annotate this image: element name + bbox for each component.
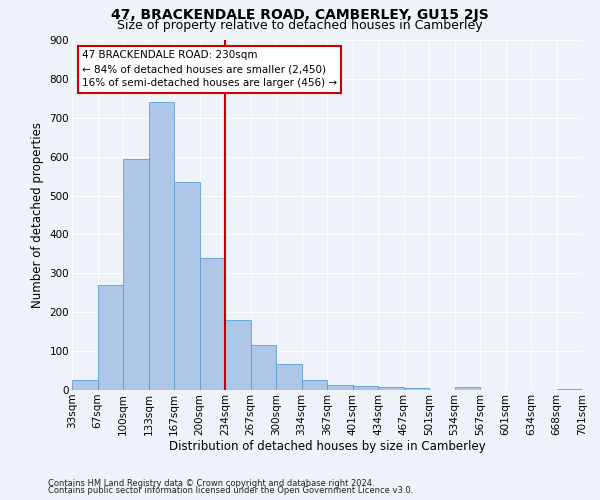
Bar bbox=[404, 388, 429, 390]
Text: Contains public sector information licensed under the Open Government Licence v3: Contains public sector information licen… bbox=[48, 486, 413, 495]
Bar bbox=[302, 380, 327, 390]
Bar bbox=[123, 158, 149, 390]
Bar bbox=[455, 388, 480, 390]
Bar bbox=[174, 182, 199, 390]
X-axis label: Distribution of detached houses by size in Camberley: Distribution of detached houses by size … bbox=[169, 440, 485, 454]
Bar bbox=[72, 380, 97, 390]
Bar bbox=[557, 389, 582, 390]
Bar bbox=[327, 386, 353, 390]
Y-axis label: Number of detached properties: Number of detached properties bbox=[31, 122, 44, 308]
Text: 47, BRACKENDALE ROAD, CAMBERLEY, GU15 2JS: 47, BRACKENDALE ROAD, CAMBERLEY, GU15 2J… bbox=[111, 8, 489, 22]
Bar bbox=[225, 320, 251, 390]
Text: Contains HM Land Registry data © Crown copyright and database right 2024.: Contains HM Land Registry data © Crown c… bbox=[48, 478, 374, 488]
Bar bbox=[276, 364, 302, 390]
Bar bbox=[251, 346, 276, 390]
Bar bbox=[378, 387, 404, 390]
Bar bbox=[353, 386, 378, 390]
Bar bbox=[149, 102, 174, 390]
Text: Size of property relative to detached houses in Camberley: Size of property relative to detached ho… bbox=[117, 18, 483, 32]
Bar bbox=[199, 258, 225, 390]
Bar bbox=[97, 285, 123, 390]
Text: 47 BRACKENDALE ROAD: 230sqm
← 84% of detached houses are smaller (2,450)
16% of : 47 BRACKENDALE ROAD: 230sqm ← 84% of det… bbox=[82, 50, 337, 88]
